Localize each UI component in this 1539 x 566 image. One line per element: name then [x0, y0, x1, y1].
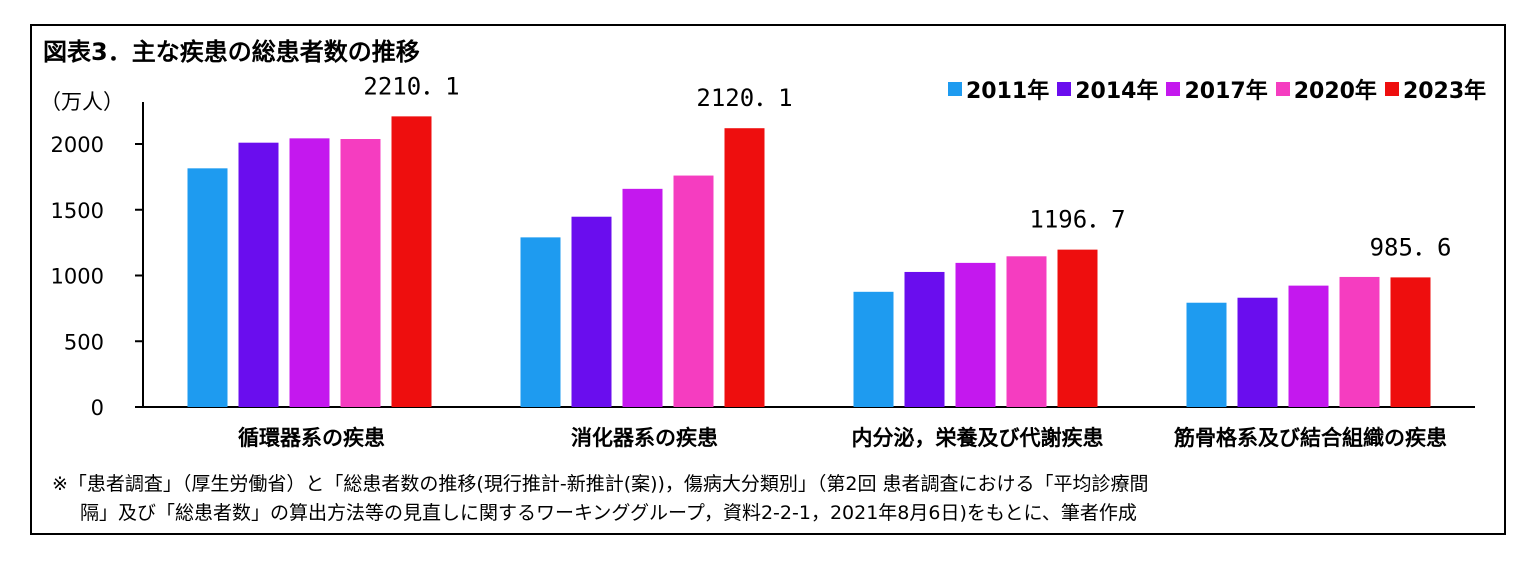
- legend-item: 2023年: [1384, 73, 1487, 105]
- legend-label: 2011年: [966, 79, 1050, 104]
- legend-item: 2014年: [1057, 73, 1158, 105]
- bar-2011年-0: [187, 168, 228, 407]
- y-tick-label: 2000: [51, 133, 104, 157]
- legend-swatch: [1384, 82, 1399, 96]
- chart-legend: 2011年 2014年 2017年 2020年 2023年: [948, 73, 1494, 105]
- bar-2023年-2: [1057, 249, 1098, 407]
- legend-swatch: [1057, 82, 1072, 96]
- bar-2014年-1: [571, 216, 612, 407]
- legend-label: 2017年: [1184, 79, 1268, 104]
- bar-2017年-1: [622, 188, 663, 407]
- y-tick-label: 500: [64, 330, 104, 354]
- y-tick-label: 1500: [51, 199, 104, 223]
- legend-swatch: [948, 82, 962, 96]
- x-category-label: 循環器系の疾患: [238, 426, 385, 450]
- bar-2011年-3: [1186, 302, 1227, 407]
- x-category-label: 筋骨格系及び結合組織の疾患: [1173, 426, 1447, 450]
- bar-2020年-0: [340, 139, 381, 408]
- bar-2023年-0: [391, 116, 432, 407]
- legend-item: 2020年: [1275, 73, 1377, 105]
- x-category-label: 内分泌，栄養及び代謝疾患: [852, 426, 1104, 450]
- y-tick-label: 1000: [51, 265, 104, 289]
- bar-2020年-3: [1339, 276, 1380, 407]
- legend-label: 2020年: [1293, 79, 1377, 104]
- bar-2014年-3: [1237, 297, 1278, 407]
- bar-2014年-0: [238, 142, 279, 407]
- source-note-line-2: 隔」及び「総患者数」の算出方法等の見直しに関するワーキンググループ，資料2-2-…: [80, 502, 1137, 524]
- legend-label: 2014年: [1075, 79, 1159, 104]
- bar-2011年-1: [520, 237, 561, 407]
- y-axis-unit-label: （万人）: [40, 90, 124, 114]
- source-note: ※「患者調査」（厚生労働省）と「総患者数の推移(現行推計-新推計(案))，傷病大…: [52, 470, 1492, 528]
- bar-2023年-1: [724, 128, 765, 407]
- bar-2017年-0: [289, 138, 330, 407]
- bar-2017年-2: [955, 262, 996, 407]
- y-tick-label: 0: [91, 396, 104, 420]
- data-label: 2120．1: [696, 84, 792, 112]
- legend-swatch: [1166, 82, 1181, 96]
- legend-item: 2011年: [948, 73, 1049, 105]
- chart-frame: [30, 24, 1506, 535]
- data-label: 1196．7: [1029, 206, 1125, 234]
- legend-item: 2017年: [1166, 73, 1268, 105]
- bar-2020年-2: [1006, 256, 1047, 407]
- data-label: 985．6: [1370, 233, 1452, 261]
- x-category-label: 消化器系の疾患: [571, 426, 718, 450]
- bar-2011年-2: [853, 291, 894, 407]
- bar-2023年-3: [1390, 277, 1431, 407]
- chart-title: 図表3．主な疾患の総患者数の推移: [43, 38, 420, 66]
- legend-swatch: [1275, 82, 1290, 96]
- data-label: 2210．1: [363, 72, 459, 100]
- legend-label: 2023年: [1402, 79, 1487, 104]
- bar-2017年-3: [1288, 285, 1329, 407]
- bar-2014年-2: [904, 271, 945, 407]
- source-note-line-1: ※「患者調査」（厚生労働省）と「総患者数の推移(現行推計-新推計(案))，傷病大…: [52, 473, 1149, 495]
- bar-2020年-1: [673, 175, 714, 407]
